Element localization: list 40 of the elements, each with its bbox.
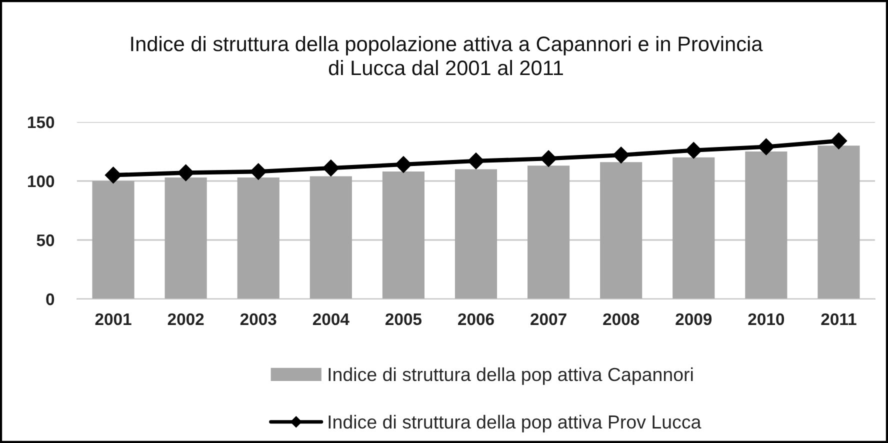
x-tick-label: 2002: [168, 313, 204, 326]
x-tick-label: 2007: [530, 313, 566, 326]
x-tick-label: 2005: [385, 313, 422, 326]
x-tick-label: 2006: [458, 313, 494, 326]
point: [758, 138, 775, 156]
point: [104, 166, 122, 184]
x-tick-label: 2003: [240, 313, 276, 326]
bar: [382, 172, 424, 299]
chart-title: Indice di struttura della popolazione attiva a Capannori e in Provincia di Lucca dal 2001 al 2011: [131, 36, 763, 76]
point: [322, 160, 340, 176]
bar: [164, 177, 207, 299]
bar: [454, 169, 498, 299]
bar: [672, 157, 715, 299]
bar: [92, 181, 134, 299]
legend-label: Indice di struttura della pop attiva Prov Lucca: [328, 414, 702, 432]
y-tick-label: 100: [28, 175, 54, 188]
point: [395, 156, 412, 173]
x-tick-label: 2011: [821, 313, 856, 326]
x-tick-label: 2010: [748, 313, 784, 326]
bar: [600, 162, 642, 299]
point: [177, 164, 194, 182]
point: [540, 150, 557, 167]
x-tick-label: 2008: [603, 313, 640, 326]
bar: [310, 176, 352, 299]
legend-label: Indice di struttura della pop attiva Capannori: [328, 367, 693, 385]
point: [612, 146, 630, 164]
bar: [818, 146, 860, 299]
x-tick-label: 2001: [95, 313, 132, 326]
x-tick-label: 2009: [676, 313, 712, 326]
x-tick-label: 2004: [312, 313, 350, 326]
y-tick-label: 0: [46, 293, 54, 306]
bar: [237, 177, 280, 299]
y-tick-label: 150: [28, 116, 54, 128]
point: [250, 163, 267, 180]
point: [468, 152, 484, 170]
point: [830, 132, 848, 150]
bar: [745, 152, 788, 299]
y-tick-label: 50: [36, 234, 54, 246]
bar: [528, 166, 570, 299]
point: [685, 142, 702, 159]
